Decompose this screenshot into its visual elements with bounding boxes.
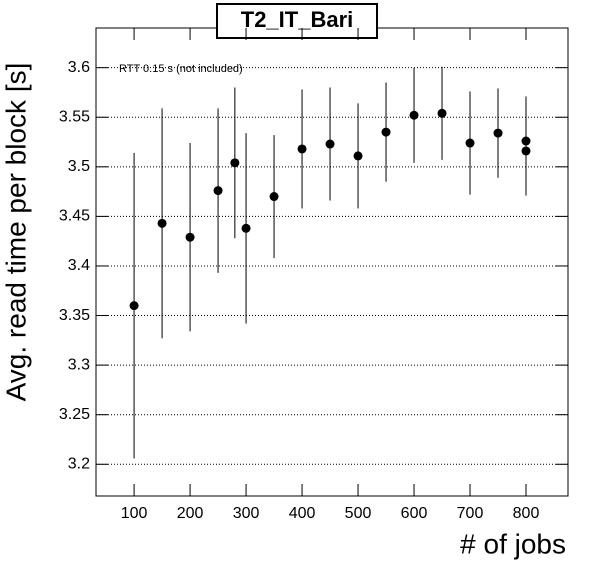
point [353, 151, 363, 161]
point [409, 110, 419, 120]
point [241, 223, 251, 233]
point [465, 138, 475, 148]
annotation: RTT 0.15 s (not included) [119, 63, 243, 75]
y-tick-label: 3.6 [68, 59, 90, 76]
y-tick-label: 3.45 [59, 208, 90, 225]
point [129, 301, 139, 311]
point [521, 146, 531, 156]
point [269, 192, 279, 202]
x-tick-label: 700 [457, 505, 484, 522]
point [381, 127, 391, 137]
x-tick-label: 200 [177, 505, 204, 522]
point [325, 139, 335, 149]
point [157, 218, 167, 228]
y-tick-label: 3.3 [68, 356, 90, 373]
point [493, 128, 503, 138]
plot-frame [95, 27, 569, 497]
y-tick-label: 3.25 [59, 406, 90, 423]
x-axis-label: # of jobs [460, 528, 566, 559]
point [437, 108, 447, 118]
chart-title: T2_IT_Bari [241, 7, 354, 32]
point [230, 158, 240, 168]
y-tick-label: 3.55 [59, 108, 90, 125]
title-box [216, 3, 378, 39]
y-tick-label: 3.5 [68, 158, 90, 175]
y-tick-label: 3.2 [68, 455, 90, 472]
y-tick-label: 3.35 [59, 307, 90, 324]
y-axis-label: Avg. read time per block [s] [0, 63, 31, 402]
x-tick-label: 400 [289, 505, 316, 522]
point [213, 186, 223, 196]
x-tick-label: 100 [121, 505, 148, 522]
x-tick-label: 500 [345, 505, 372, 522]
x-tick-label: 600 [401, 505, 428, 522]
point [185, 232, 195, 242]
x-tick-label: 300 [233, 505, 260, 522]
y-tick-label: 3.4 [68, 257, 90, 274]
point [297, 144, 307, 154]
x-tick-label: 800 [513, 505, 540, 522]
